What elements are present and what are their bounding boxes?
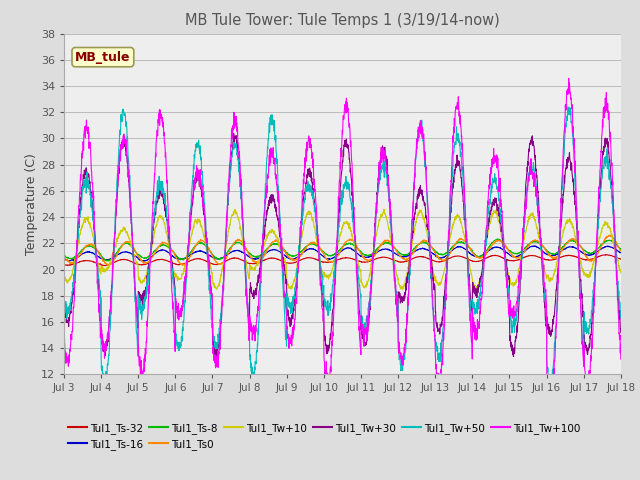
Tul1_Ts-32 (101, 263, 109, 269)
Tul1_Tw+100 (565, 75, 573, 81)
Tul1_Tw+10 (584, 272, 591, 278)
Tul1_Tw+10 (505, 275, 513, 281)
Tul1_Ts-32 (371, 256, 379, 262)
Tul1_Ts-16 (617, 250, 625, 256)
Tul1_Ts-8 (568, 238, 576, 244)
Tul1_Tw+100 (617, 356, 625, 362)
Tul1_Ts-32 (617, 256, 625, 262)
Tul1_Tw+10 (380, 206, 388, 212)
Tul1_Tw+30 (230, 131, 237, 136)
Tul1_Tw+30 (60, 309, 68, 315)
Tul1_Tw+100 (504, 300, 512, 306)
Tul1_Ts-8 (493, 236, 501, 242)
Tul1_Tw+30 (584, 351, 591, 357)
Tul1_Tw+50 (564, 104, 572, 109)
Tul1_Tw+10 (568, 221, 576, 227)
Tul1_Tw+100 (60, 331, 68, 336)
Tul1_Ts0 (359, 254, 367, 260)
Tul1_Tw+100 (371, 237, 378, 242)
Tul1_Ts-8 (584, 250, 591, 255)
Tul1_Tw+30 (617, 330, 625, 336)
Line: Tul1_Tw+100: Tul1_Tw+100 (64, 78, 621, 403)
Tul1_Tw+10 (472, 287, 480, 293)
Tul1_Tw+100 (358, 327, 366, 333)
Tul1_Ts-8 (216, 256, 223, 262)
Tul1_Ts-16 (504, 251, 512, 257)
Tul1_Ts-16 (371, 251, 379, 256)
Line: Tul1_Ts-16: Tul1_Ts-16 (64, 246, 621, 261)
Tul1_Ts0 (179, 263, 187, 268)
Tul1_Tw+10 (60, 272, 68, 277)
Tul1_Ts0 (617, 248, 625, 254)
Tul1_Ts0 (216, 261, 223, 267)
Tul1_Tw+50 (617, 308, 625, 314)
Tul1_Ts-8 (505, 247, 513, 253)
Tul1_Tw+10 (216, 283, 223, 289)
Tul1_Ts-32 (602, 252, 609, 257)
Tul1_Ts-32 (359, 259, 367, 265)
Tul1_Ts-32 (60, 262, 68, 268)
Tul1_Ts-8 (371, 248, 379, 254)
Tul1_Ts-16 (216, 256, 223, 262)
Tul1_Tw+100 (584, 377, 591, 383)
Tul1_Ts0 (606, 232, 614, 238)
Tul1_Ts0 (60, 253, 68, 259)
Tul1_Tw+100 (568, 102, 576, 108)
Line: Tul1_Ts0: Tul1_Ts0 (64, 235, 621, 265)
Tul1_Tw+50 (358, 314, 366, 320)
Tul1_Ts0 (504, 247, 512, 253)
Tul1_Ts-32 (568, 253, 575, 259)
Tul1_Tw+30 (212, 354, 220, 360)
Tul1_Ts0 (584, 254, 591, 260)
Tul1_Tw+50 (60, 299, 68, 305)
Tul1_Ts-16 (584, 252, 591, 258)
Title: MB Tule Tower: Tule Temps 1 (3/19/14-now): MB Tule Tower: Tule Temps 1 (3/19/14-now… (185, 13, 500, 28)
Tul1_Ts-8 (359, 251, 367, 257)
Tul1_Ts-32 (584, 257, 591, 263)
Tul1_Tw+30 (568, 170, 576, 176)
Tul1_Tw+100 (547, 400, 554, 406)
Tul1_Tw+50 (371, 240, 378, 245)
Tul1_Ts-16 (568, 244, 576, 250)
Tul1_Tw+100 (216, 347, 223, 353)
Tul1_Tw+50 (504, 286, 512, 291)
Tul1_Tw+30 (505, 276, 513, 282)
Line: Tul1_Tw+10: Tul1_Tw+10 (64, 209, 621, 290)
Line: Tul1_Tw+30: Tul1_Tw+30 (64, 133, 621, 357)
Line: Tul1_Ts-32: Tul1_Ts-32 (64, 254, 621, 266)
Tul1_Tw+30 (216, 332, 223, 337)
Tul1_Ts-16 (359, 254, 367, 260)
Tul1_Ts-8 (617, 247, 625, 253)
Tul1_Tw+50 (546, 388, 554, 394)
Line: Tul1_Tw+50: Tul1_Tw+50 (64, 107, 621, 391)
Line: Tul1_Ts-8: Tul1_Ts-8 (64, 239, 621, 261)
Tul1_Tw+50 (216, 325, 223, 331)
Tul1_Ts-16 (60, 256, 68, 262)
Text: MB_tule: MB_tule (75, 51, 131, 64)
Tul1_Tw+30 (359, 335, 367, 340)
Tul1_Tw+50 (584, 329, 591, 335)
Tul1_Ts-32 (216, 261, 223, 267)
Y-axis label: Temperature (C): Temperature (C) (25, 153, 38, 255)
Tul1_Ts-8 (60, 252, 68, 257)
Tul1_Tw+10 (371, 245, 378, 251)
Tul1_Ts0 (568, 237, 575, 243)
Tul1_Ts-32 (504, 257, 512, 263)
Tul1_Ts-16 (140, 258, 148, 264)
Tul1_Ts0 (371, 252, 379, 258)
Tul1_Tw+10 (358, 283, 366, 288)
Legend: Tul1_Ts-32, Tul1_Ts-16, Tul1_Ts-8, Tul1_Ts0, Tul1_Tw+10, Tul1_Tw+30, Tul1_Tw+50,: Tul1_Ts-32, Tul1_Ts-16, Tul1_Ts-8, Tul1_… (64, 419, 584, 454)
Tul1_Tw+10 (617, 270, 625, 276)
Tul1_Tw+30 (371, 220, 379, 226)
Tul1_Ts-8 (103, 258, 111, 264)
Tul1_Tw+50 (568, 123, 576, 129)
Tul1_Ts-16 (531, 243, 539, 249)
